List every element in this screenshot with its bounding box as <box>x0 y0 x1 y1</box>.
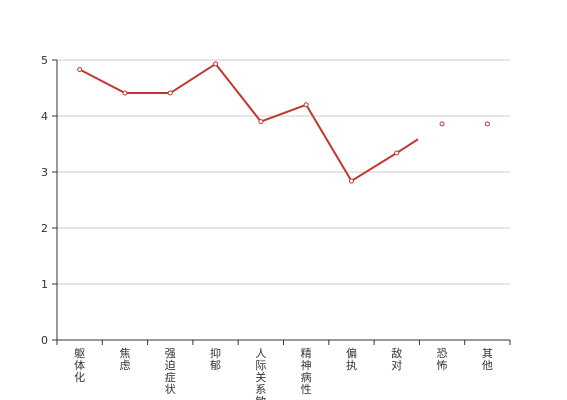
y-axis-ticks: 0 1 2 3 4 5 <box>41 54 57 347</box>
data-point[interactable] <box>213 61 219 67</box>
x-category-label: 人际关系敏感 <box>255 347 266 400</box>
data-point[interactable] <box>167 90 173 96</box>
data-point[interactable] <box>77 67 83 73</box>
x-category-label: 其他 <box>482 347 493 372</box>
y-gridlines <box>57 59 510 285</box>
y-tick-label: 2 <box>41 222 48 235</box>
x-axis-ticks: 躯体化 焦虑 强迫症状 抑郁 人际关系敏感 精神病性 偏执 敌对 恐怖 其他 <box>56 340 511 400</box>
y-tick-label: 3 <box>41 166 48 179</box>
y-tick-label: 4 <box>41 110 48 123</box>
data-point[interactable] <box>303 102 309 108</box>
data-point[interactable] <box>122 90 128 96</box>
y-tick-label: 0 <box>41 334 48 347</box>
data-point[interactable] <box>439 121 445 127</box>
x-category-label: 敌对 <box>391 346 402 372</box>
x-category-label: 恐怖 <box>437 347 448 372</box>
data-point[interactable] <box>348 178 354 184</box>
series-line <box>79 62 419 182</box>
x-category-label: 精神病性 <box>301 347 312 396</box>
y-tick-label: 5 <box>41 54 48 67</box>
y-tick-label: 1 <box>41 278 48 291</box>
x-category-label: 偏执 <box>346 346 357 372</box>
x-category-label: 强迫症状 <box>165 347 176 396</box>
data-point[interactable] <box>258 119 264 125</box>
x-category-label: 抑郁 <box>210 346 221 372</box>
data-point[interactable] <box>394 150 400 156</box>
x-category-label: 躯体化 <box>74 347 85 384</box>
x-category-label: 焦虑 <box>119 347 130 372</box>
data-point[interactable] <box>484 121 490 127</box>
series-layer <box>77 61 490 184</box>
